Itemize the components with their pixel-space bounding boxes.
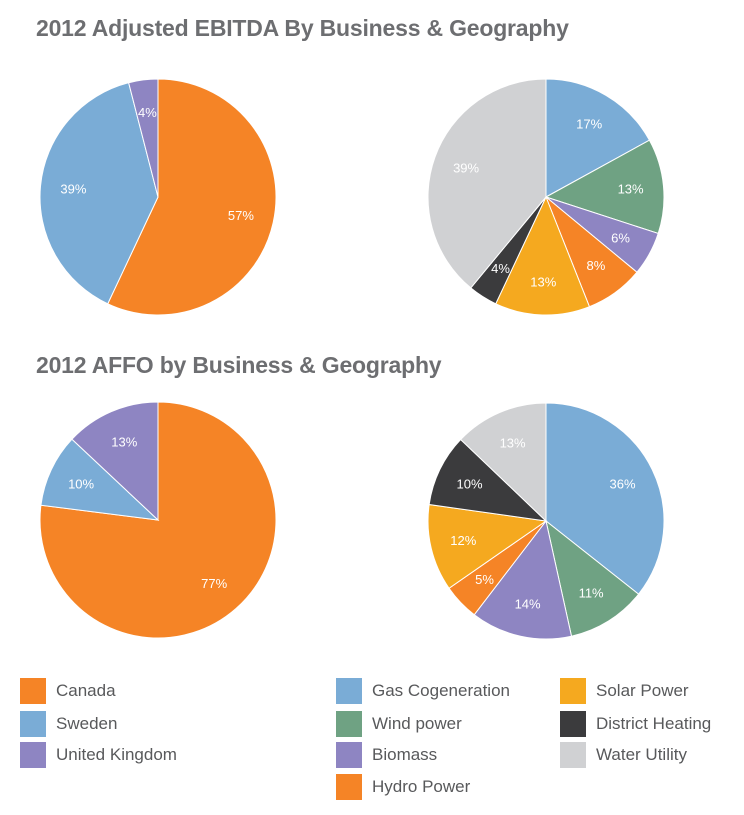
legend-item-district-heating: District Heating (560, 709, 711, 739)
legend-swatch (560, 711, 586, 737)
legend-label: Hydro Power (372, 777, 471, 796)
legend-item-united-kingdom: United Kingdom (20, 740, 177, 770)
pie-label-wind-power: 13% (618, 182, 644, 197)
pie-slice-wind-power (545, 519, 640, 637)
pie-label-united-kingdom: 13% (111, 435, 137, 450)
pie-label-solar-power: 12% (450, 533, 476, 548)
legend-swatch (20, 678, 46, 704)
legend-item-gas-cogeneration: Gas Cogeneration (336, 676, 510, 706)
pie-label-sweden: 39% (60, 182, 86, 197)
pie-slice-biomass (473, 519, 573, 640)
affo-geography-pie: 77% 10% 13% (39, 401, 277, 639)
pie-label-district-heating: 10% (456, 477, 482, 492)
pie-label-district-heating: 4% (491, 261, 510, 276)
legend-swatch (20, 742, 46, 768)
pie-label-canada: 57% (228, 208, 254, 223)
pie-label-gas-cogeneration: 36% (609, 477, 635, 492)
pie-slice-canada (107, 78, 277, 316)
legend-label: United Kingdom (56, 745, 177, 764)
legend-item-water-utility: Water Utility (560, 740, 687, 770)
ebitda-business-pie: 17% 13% 6% 8% 13% 4% 39% (427, 78, 665, 316)
pie-label-biomass: 14% (515, 597, 541, 612)
legend-swatch (336, 742, 362, 768)
pie-label-water-utility: 13% (500, 435, 526, 450)
pie-slice-wind-power (544, 139, 665, 235)
legend-label: Biomass (372, 745, 438, 764)
legend-swatch (20, 711, 46, 737)
pie-slice-gas-cogeneration (545, 402, 665, 595)
legend-swatch (336, 711, 362, 737)
ebitda-title: 2012 Adjusted EBITDA By Business & Geogr… (36, 15, 569, 41)
pie-label-biomass: 6% (611, 230, 630, 245)
legend-item-biomass: Biomass (336, 740, 437, 770)
legend-label: Water Utility (596, 745, 687, 764)
pie-slice-solar-power (427, 503, 548, 589)
legend-item-solar-power: Solar Power (560, 676, 689, 706)
pie-slice-water-utility (427, 78, 547, 289)
pie-label-gas-cogeneration: 17% (576, 116, 602, 131)
affo-business-pie: 36% 11% 14% 5% 12% 10% 13% (427, 402, 665, 640)
legend-item-sweden: Sweden (20, 709, 117, 739)
legend-item-wind-power: Wind power (336, 709, 462, 739)
pie-slice-sweden (39, 82, 159, 305)
pie-slice-water-utility (459, 402, 547, 523)
legend-swatch (336, 678, 362, 704)
pie-label-canada: 77% (201, 576, 227, 591)
legend-swatch (336, 774, 362, 800)
pie-label-united-kingdom: 4% (138, 105, 157, 120)
pie-slice-district-heating (428, 438, 548, 522)
ebitda-geography-pie: 57% 39% 4% (39, 78, 277, 316)
pie-label-hydro-power: 8% (587, 258, 606, 273)
legend-label: Canada (56, 681, 116, 700)
legend-label: Wind power (372, 714, 462, 733)
legend-label: Gas Cogeneration (372, 681, 510, 700)
legend-label: District Heating (596, 714, 712, 733)
pie-label-hydro-power: 5% (475, 572, 494, 587)
legend-label: Solar Power (596, 681, 689, 700)
pie-slice-sweden (40, 438, 160, 521)
pie-label-water-utility: 39% (453, 161, 479, 176)
pie-label-wind-power: 11% (579, 586, 604, 601)
legend-swatch (560, 742, 586, 768)
pie-label-sweden: 10% (68, 476, 94, 491)
affo-title: 2012 AFFO by Business & Geography (36, 352, 442, 378)
pie-slice-united-kingdom (128, 78, 159, 198)
legend-label: Sweden (56, 714, 118, 733)
legend-swatch (560, 678, 586, 704)
legend-item-canada: Canada (20, 676, 116, 706)
pie-slice-solar-power (495, 195, 591, 316)
legend-item-hydro-power: Hydro Power (336, 772, 470, 802)
pie-slice-united-kingdom (71, 401, 159, 522)
pie-label-solar-power: 13% (530, 274, 556, 289)
pie-slice-gas-cogeneration (545, 78, 651, 198)
